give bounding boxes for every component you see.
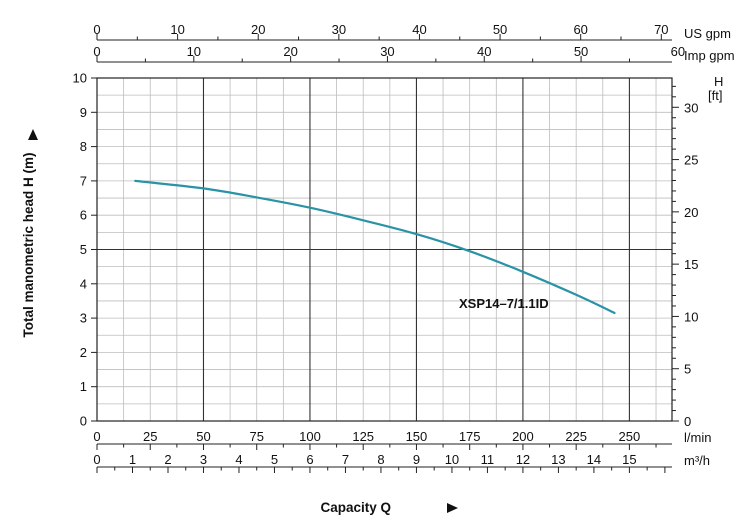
x-tick-label: 10 xyxy=(170,22,184,37)
y-right-tick-label: 0 xyxy=(684,414,691,429)
y-tick-label: 3 xyxy=(80,311,87,326)
series-group xyxy=(134,179,616,315)
x-tick-label: 70 xyxy=(654,22,668,37)
x-tick-label: 12 xyxy=(516,452,530,467)
y-tick-label: 1 xyxy=(80,379,87,394)
y-tick-label: 4 xyxy=(80,276,87,291)
y-right-tick-label: 5 xyxy=(684,362,691,377)
x-tick-label: 75 xyxy=(249,429,263,444)
x-tick-label: 9 xyxy=(413,452,420,467)
y-axis-title: Total manometric head H (m) xyxy=(21,152,36,337)
x-axis-unit-label: Imp gpm xyxy=(684,48,735,63)
y-right-tick-label: 30 xyxy=(684,100,698,115)
y-tick-label: 9 xyxy=(80,105,87,120)
x-tick-label: 10 xyxy=(187,44,201,59)
y-tick-label: 7 xyxy=(80,173,87,188)
x-axis-title: Capacity Q xyxy=(320,500,391,515)
grid-major xyxy=(97,78,672,421)
x-tick-label: 0 xyxy=(93,429,100,444)
x-tick-label: 0 xyxy=(93,44,100,59)
y-right-tick-label: 25 xyxy=(684,153,698,168)
x-axis-unit-label: US gpm xyxy=(684,26,731,41)
x-tick-label: 175 xyxy=(459,429,481,444)
x-tick-label: 50 xyxy=(196,429,210,444)
y-right-unit-label: H xyxy=(714,74,723,89)
x-tick-label: 30 xyxy=(380,44,394,59)
x-tick-label: 3 xyxy=(200,452,207,467)
x-tick-label: 1 xyxy=(129,452,136,467)
x-tick-label: 11 xyxy=(481,452,495,467)
x-tick-label: 250 xyxy=(619,429,641,444)
x-axis-unit-label: l/min xyxy=(684,430,711,445)
y-axis-title-arrow xyxy=(28,129,38,140)
x-tick-label: 0 xyxy=(93,22,100,37)
x-tick-label: 2 xyxy=(164,452,171,467)
y-tick-label: 10 xyxy=(73,71,87,86)
x-tick-label: 60 xyxy=(573,22,587,37)
x-tick-label: 225 xyxy=(565,429,587,444)
x-tick-label: 125 xyxy=(352,429,374,444)
series-label: XSP14–7/1.1ID xyxy=(459,296,549,311)
x-tick-label: 20 xyxy=(251,22,265,37)
x-tick-label: 30 xyxy=(332,22,346,37)
x-tick-label: 100 xyxy=(299,429,321,444)
x-tick-label: 15 xyxy=(622,452,636,467)
x-tick-label: 8 xyxy=(377,452,384,467)
x-tick-label: 40 xyxy=(477,44,491,59)
y-tick-label: 2 xyxy=(80,345,87,360)
x-tick-label: 6 xyxy=(306,452,313,467)
x-tick-label: 0 xyxy=(93,452,100,467)
x-tick-label: 14 xyxy=(587,452,601,467)
x-tick-label: 5 xyxy=(271,452,278,467)
x-axis-title-arrow xyxy=(447,503,458,513)
x-tick-label: 25 xyxy=(143,429,157,444)
y-right-tick-label: 20 xyxy=(684,205,698,220)
y-right-unit-sub: [ft] xyxy=(708,88,722,103)
x-tick-label: 50 xyxy=(574,44,588,59)
x-tick-label: 200 xyxy=(512,429,534,444)
x-tick-label: 50 xyxy=(493,22,507,37)
x-tick-label: 60 xyxy=(671,44,685,59)
y-right-tick-label: 10 xyxy=(684,309,698,324)
x-tick-label: 40 xyxy=(412,22,426,37)
y-tick-label: 8 xyxy=(80,139,87,154)
x-tick-label: 20 xyxy=(283,44,297,59)
x-tick-label: 13 xyxy=(551,452,565,467)
y-right-tick-label: 15 xyxy=(684,257,698,272)
x-tick-label: 10 xyxy=(445,452,459,467)
series-line-0 xyxy=(134,179,616,315)
x-tick-label: 7 xyxy=(342,452,349,467)
y-tick-label: 5 xyxy=(80,242,87,257)
x-tick-label: 4 xyxy=(235,452,242,467)
x-axis-unit-label: m³/h xyxy=(684,453,710,468)
x-tick-label: 150 xyxy=(406,429,428,444)
y-tick-label: 6 xyxy=(80,208,87,223)
y-tick-label: 0 xyxy=(80,414,87,429)
